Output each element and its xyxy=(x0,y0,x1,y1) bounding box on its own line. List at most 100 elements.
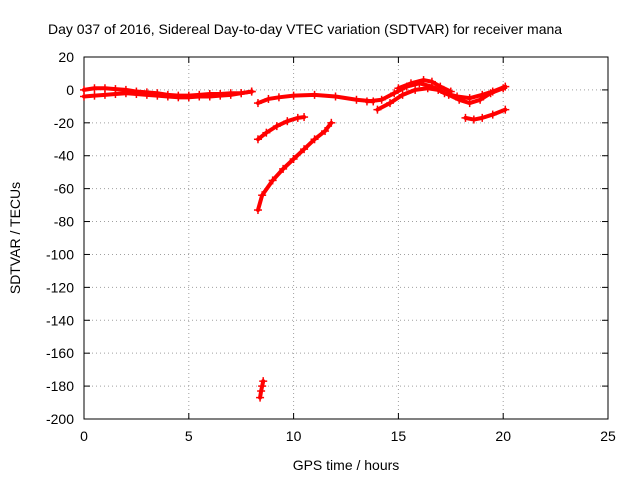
data-point xyxy=(411,85,420,94)
data-point xyxy=(465,99,474,108)
series-arc-9 xyxy=(394,76,455,96)
data-point xyxy=(293,113,302,122)
data-point xyxy=(310,135,319,144)
x-tick-label: 10 xyxy=(286,428,302,444)
data-point xyxy=(300,113,309,122)
data-point xyxy=(427,77,436,86)
data-point xyxy=(469,115,478,124)
data-point xyxy=(331,92,340,101)
data-point xyxy=(279,164,288,173)
series-line xyxy=(255,120,334,213)
series-group xyxy=(80,76,510,402)
data-point xyxy=(253,135,262,144)
data-point xyxy=(423,84,432,93)
y-tick-label: -60 xyxy=(54,181,74,197)
y-tick-label: 20 xyxy=(58,49,74,65)
data-point xyxy=(226,90,235,99)
data-point xyxy=(455,95,464,104)
y-tick-label: -200 xyxy=(46,411,74,427)
y-tick-label: -100 xyxy=(46,246,74,262)
data-point xyxy=(153,91,162,100)
data-point xyxy=(486,89,495,98)
data-point xyxy=(256,393,265,402)
data-point xyxy=(132,90,141,99)
series-arc-6 xyxy=(256,377,268,402)
data-point xyxy=(264,94,273,103)
x-tick-label: 15 xyxy=(391,428,407,444)
data-point xyxy=(373,105,382,114)
data-point xyxy=(501,105,510,114)
data-point xyxy=(247,87,256,96)
data-point xyxy=(499,84,508,93)
data-point xyxy=(121,89,130,98)
data-point xyxy=(258,382,267,391)
y-tick-label: -80 xyxy=(54,214,74,230)
series-arc-10 xyxy=(461,105,510,124)
y-tick-label: 0 xyxy=(66,82,74,98)
y-tick-label: -40 xyxy=(54,148,74,164)
x-tick-label: 5 xyxy=(185,428,193,444)
y-tick-label: -180 xyxy=(46,378,74,394)
data-point xyxy=(259,377,268,386)
series-line xyxy=(396,78,453,94)
series-arc-2 xyxy=(80,87,256,102)
y-tick-label: -160 xyxy=(46,345,74,361)
data-point xyxy=(436,82,445,91)
data-point xyxy=(386,99,395,108)
plot-frame xyxy=(83,56,609,420)
data-point xyxy=(272,122,281,131)
data-point xyxy=(390,89,399,98)
data-point xyxy=(142,90,151,99)
tick-labels: 0 5 10 15 20 25 20 0 -20 -40 -60 -80 -100 -120 -140 -16… xyxy=(46,49,616,444)
y-axis-label: SDTVAR / TECUs xyxy=(7,182,23,294)
data-point xyxy=(80,92,88,101)
x-tick-label: 0 xyxy=(80,428,88,444)
data-point xyxy=(406,79,415,88)
data-point xyxy=(377,95,386,104)
y-tick-label: -20 xyxy=(54,115,74,131)
data-point xyxy=(362,97,371,106)
data-point xyxy=(310,90,319,99)
data-point xyxy=(283,117,292,126)
series-line xyxy=(375,86,506,112)
data-point xyxy=(289,155,298,164)
series-arc-5 xyxy=(253,118,336,215)
data-point xyxy=(90,84,99,93)
data-point xyxy=(262,128,271,137)
grid xyxy=(84,57,608,419)
y-tick-label: -140 xyxy=(46,312,74,328)
data-point xyxy=(205,92,214,101)
data-point xyxy=(237,89,246,98)
axis-ticks xyxy=(83,56,609,420)
data-point xyxy=(184,93,193,102)
data-point xyxy=(488,110,497,119)
data-point xyxy=(253,206,262,215)
data-point xyxy=(257,387,266,396)
data-point xyxy=(476,95,485,104)
data-point xyxy=(461,113,470,122)
data-point xyxy=(274,93,283,102)
data-point xyxy=(216,91,225,100)
data-point xyxy=(100,90,109,99)
data-point xyxy=(268,176,277,185)
data-point xyxy=(195,92,204,101)
data-point xyxy=(253,99,262,108)
data-point xyxy=(300,145,309,154)
y-tick-label: -120 xyxy=(46,279,74,295)
data-point xyxy=(398,90,407,99)
data-point xyxy=(90,91,99,100)
series-arc-3 xyxy=(253,90,378,108)
series-arc-4 xyxy=(253,113,309,144)
data-point xyxy=(258,191,267,200)
data-point xyxy=(174,93,183,102)
data-point xyxy=(478,113,487,122)
data-point xyxy=(289,91,298,100)
data-point xyxy=(327,118,336,127)
chart-title: Day 037 of 2016, Sidereal Day-to-day VTE… xyxy=(48,21,562,37)
x-tick-label: 25 xyxy=(600,428,616,444)
data-point xyxy=(163,92,172,101)
data-point xyxy=(111,90,120,99)
data-point xyxy=(446,87,455,96)
x-axis-label: GPS time / hours xyxy=(293,457,400,473)
